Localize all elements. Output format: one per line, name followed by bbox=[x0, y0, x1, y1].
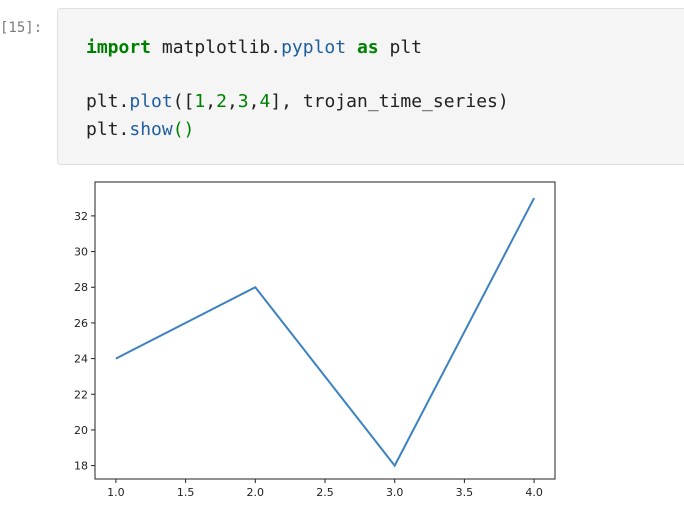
x-tick-label: 1.5 bbox=[177, 486, 195, 499]
y-tick-label: 28 bbox=[74, 281, 88, 294]
x-tick-label: 2.0 bbox=[247, 486, 265, 499]
y-tick-label: 18 bbox=[74, 460, 88, 473]
alias-name: plt bbox=[379, 37, 422, 58]
y-tick-label: 24 bbox=[74, 353, 88, 366]
submodule-name: pyplot bbox=[281, 37, 346, 58]
y-tick-label: 26 bbox=[74, 317, 88, 330]
module-name: matplotlib. bbox=[151, 37, 281, 58]
function-show: show bbox=[129, 119, 172, 140]
y-tick-label: 20 bbox=[74, 424, 88, 437]
plot-frame bbox=[95, 182, 555, 479]
function-plot: plot bbox=[129, 91, 172, 112]
keyword-import: import bbox=[86, 37, 151, 58]
x-tick-label: 4.0 bbox=[525, 486, 543, 499]
cell-prompt: [15]: bbox=[0, 20, 56, 36]
x-tick-label: 3.5 bbox=[456, 486, 474, 499]
keyword-as: as bbox=[357, 37, 379, 58]
y-tick-label: 22 bbox=[74, 388, 88, 401]
y-tick-label: 30 bbox=[74, 246, 88, 259]
code-line-show: plt.show() bbox=[86, 118, 194, 142]
x-tick-label: 3.0 bbox=[386, 486, 404, 499]
line-chart: 1.0 1.5 2.0 2.5 3.0 3.5 4.0 18 20 22 24 26 28 30 32 bbox=[57, 170, 617, 507]
cell-output: 1.0 1.5 2.0 2.5 3.0 3.5 4.0 18 20 22 24 26 28 30 32 bbox=[57, 170, 617, 507]
x-tick-label: 1.0 bbox=[107, 486, 125, 499]
code-line-plot: plt.plot([1,2,3,4], trojan_time_series) bbox=[86, 90, 509, 114]
y-tick-label: 32 bbox=[74, 210, 88, 223]
code-line-import: import matplotlib.pyplot as plt bbox=[86, 36, 422, 60]
x-tick-label: 2.5 bbox=[316, 486, 334, 499]
